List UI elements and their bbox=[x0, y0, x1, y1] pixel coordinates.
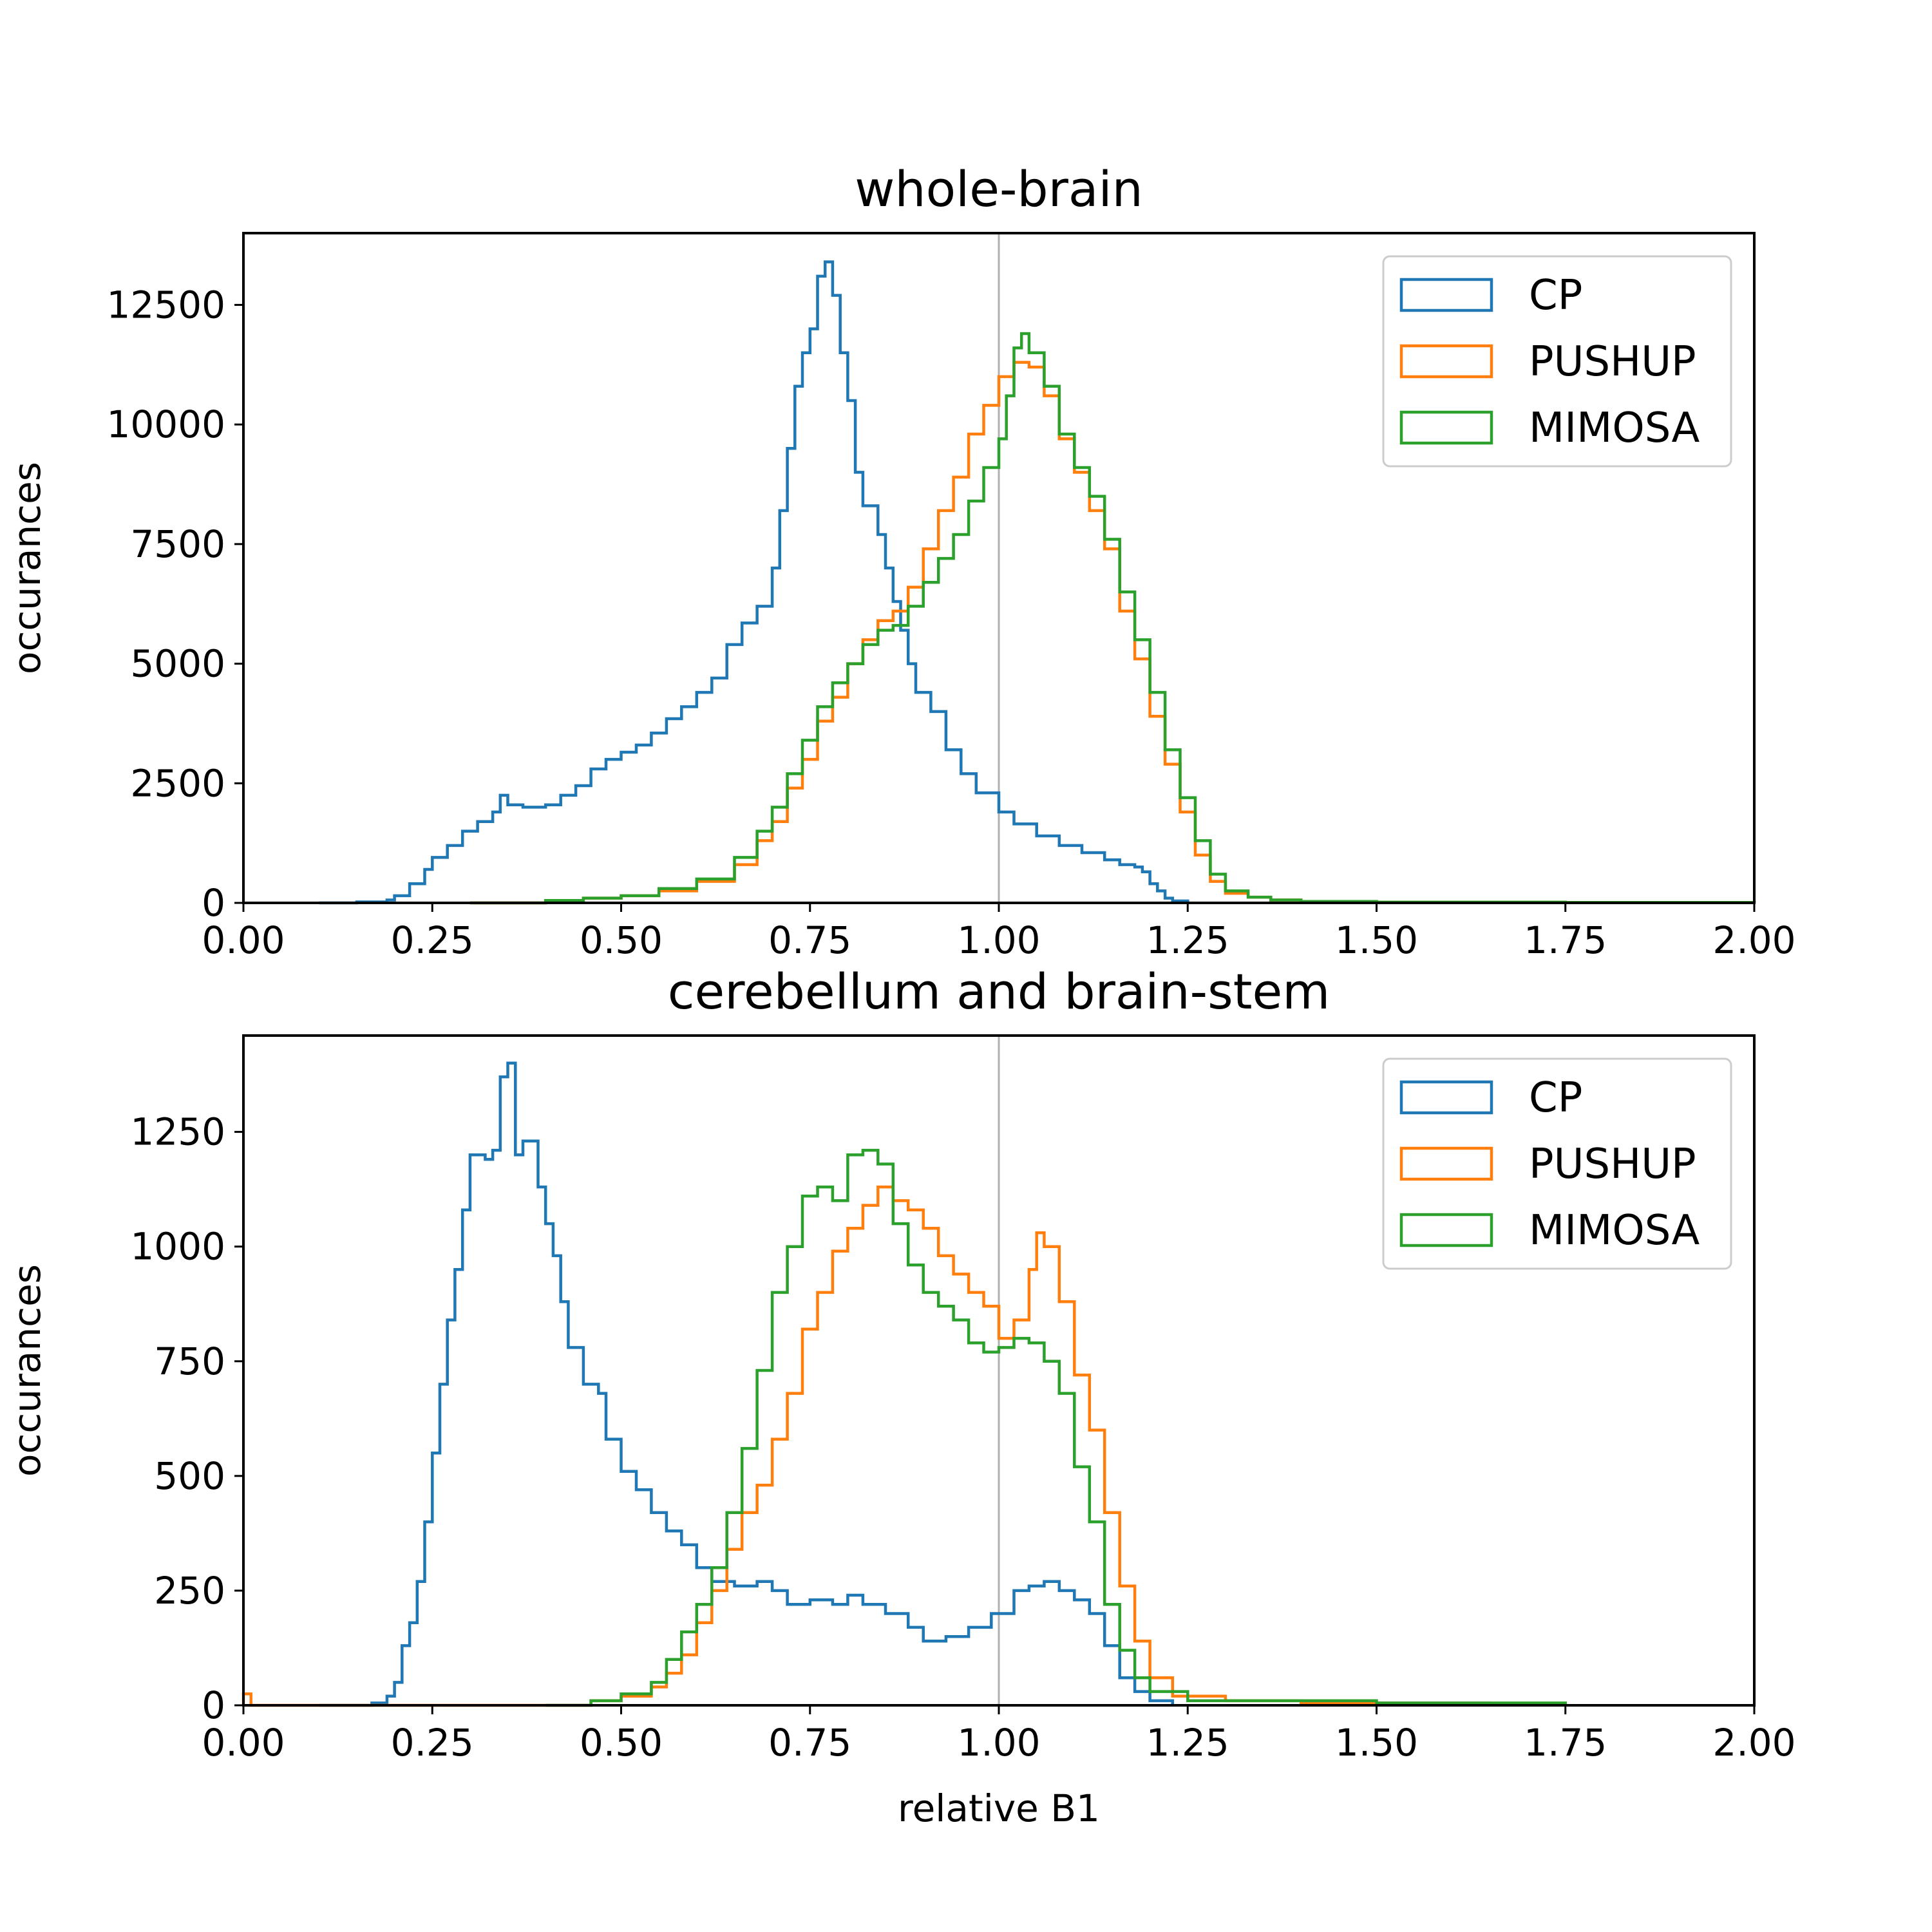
x-tick-label: 1.75 bbox=[1524, 1721, 1607, 1765]
legend-label-cp: CP bbox=[1529, 272, 1582, 319]
x-tick-label: 1.25 bbox=[1146, 1721, 1229, 1765]
x-tick-label: 1.25 bbox=[1146, 918, 1229, 962]
legend-swatch-pushup bbox=[1399, 344, 1493, 379]
y-tick-label: 0 bbox=[202, 1683, 225, 1727]
y-tick-label: 750 bbox=[154, 1340, 225, 1383]
legend-box bbox=[1382, 1057, 1732, 1270]
x-tick-label: 0.75 bbox=[768, 918, 851, 962]
y-tick-label: 12500 bbox=[106, 283, 225, 327]
legend-label-pushup: PUSHUP bbox=[1529, 1141, 1696, 1188]
x-axis-label: relative B1 bbox=[898, 1786, 1100, 1830]
chart-title: cerebellum and brain-stem bbox=[668, 963, 1331, 1020]
legend-label-pushup: PUSHUP bbox=[1529, 338, 1696, 386]
x-tick-label: 0.50 bbox=[580, 1721, 663, 1765]
legend-swatch-mimosa bbox=[1399, 1213, 1493, 1247]
series-mimosa bbox=[469, 332, 1756, 905]
legend: CP PUSHUP MIMOSA bbox=[1382, 1057, 1732, 1270]
y-tick-label: 0 bbox=[202, 881, 225, 925]
y-tick-label: 1250 bbox=[130, 1110, 225, 1154]
x-tick-label: 1.50 bbox=[1335, 1721, 1418, 1765]
x-tick-label: 1.50 bbox=[1335, 918, 1418, 962]
series-pushup bbox=[242, 1185, 1492, 1707]
panel-cerebellum-brain-stem: cerebellum and brain-stem 0.00 0.25 0.50 0.7… bbox=[5, 963, 1796, 1765]
x-tick-label: 1.00 bbox=[957, 918, 1040, 962]
x-tick-label: 0.00 bbox=[202, 918, 285, 962]
x-tick-label: 0.00 bbox=[202, 1721, 285, 1765]
series-cp bbox=[319, 1061, 1175, 1707]
chart-title: whole-brain bbox=[855, 160, 1142, 218]
series-mimosa bbox=[545, 1148, 1567, 1707]
y-axis-label: occurances bbox=[5, 1264, 49, 1477]
x-tick-label: 0.50 bbox=[580, 918, 663, 962]
x-tick-label: 2.00 bbox=[1712, 918, 1795, 962]
x-tick-label: 1.00 bbox=[957, 1721, 1040, 1765]
legend-label-mimosa: MIMOSA bbox=[1529, 404, 1700, 452]
x-tick-label: 0.25 bbox=[391, 918, 474, 962]
x-tick-label: 0.25 bbox=[391, 1721, 474, 1765]
legend-swatch-cp bbox=[1399, 1080, 1493, 1115]
legend-label-mimosa: MIMOSA bbox=[1529, 1207, 1700, 1255]
legend-swatch-cp bbox=[1399, 278, 1493, 312]
y-tick-label: 10000 bbox=[106, 402, 225, 446]
panel-whole-brain: whole-brain 0.00 0.25 0.50 0.75 1.00 1.25 1.50 1… bbox=[5, 160, 1796, 962]
legend-swatch-pushup bbox=[1399, 1146, 1493, 1181]
y-tick-label: 1000 bbox=[130, 1225, 225, 1269]
y-tick-label: 2500 bbox=[130, 761, 225, 805]
legend: CP PUSHUP MIMOSA bbox=[1382, 255, 1732, 468]
series-cp bbox=[319, 260, 1189, 905]
y-tick-label: 500 bbox=[154, 1454, 225, 1498]
x-tick-label: 0.75 bbox=[768, 1721, 851, 1765]
x-tick-label: 2.00 bbox=[1712, 1721, 1795, 1765]
legend-box bbox=[1382, 255, 1732, 468]
y-axis-label: occurances bbox=[5, 462, 49, 674]
legend-label-cp: CP bbox=[1529, 1074, 1582, 1122]
y-tick-label: 7500 bbox=[130, 522, 225, 566]
y-tick-label: 250 bbox=[154, 1569, 225, 1613]
legend-swatch-mimosa bbox=[1399, 410, 1493, 445]
x-tick-label: 1.75 bbox=[1524, 918, 1607, 962]
y-tick-label: 5000 bbox=[130, 642, 225, 686]
